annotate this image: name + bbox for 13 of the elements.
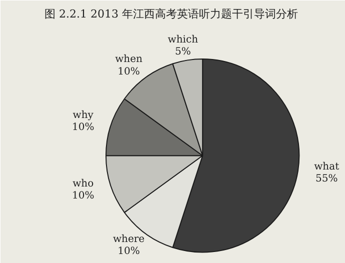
data-label: 10% [118,66,140,78]
slice-label: which [168,34,199,46]
data-label: 10% [72,190,94,202]
chart-title: 图 2.2.1 2013 年江西高考英语听力题干引导词分析 [44,8,298,20]
slice-label: when [115,54,143,66]
slice-label: why [72,110,94,121]
slice-label: where [112,234,145,246]
slice-label: who [72,178,94,190]
data-label: 55% [315,174,338,185]
data-label: 10% [72,122,94,133]
data-label: 5% [174,46,191,58]
slice-label: what [314,161,340,172]
data-label: 10% [118,246,140,258]
